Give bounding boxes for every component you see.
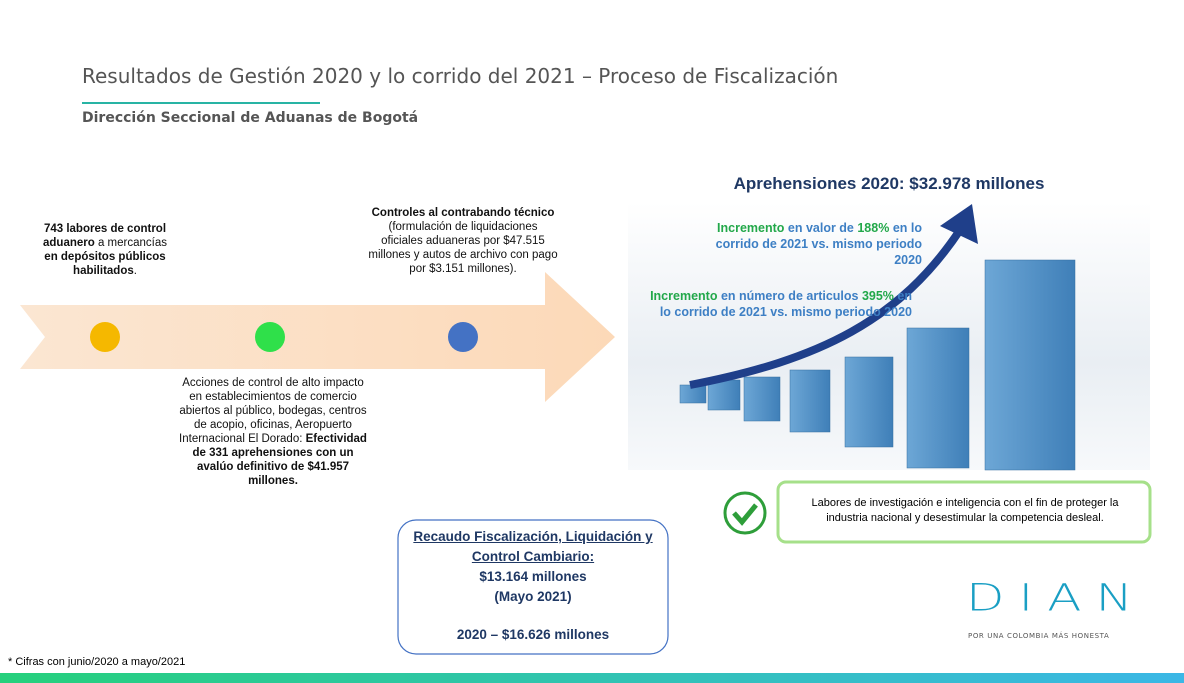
- investigation-text: Labores de investigación e inteligencia …: [790, 496, 1140, 526]
- text-run: Incremento: [717, 221, 784, 235]
- recaudo-line: 2020 – $16.626 millones: [410, 625, 656, 645]
- recaudo-text: Recaudo Fiscalización, Liquidación y Con…: [410, 527, 656, 645]
- check-icon: [725, 493, 765, 533]
- footnote: * Cifras con junio/2020 a mayo/2021: [8, 656, 185, 668]
- text-run: en número de articulos: [717, 289, 861, 303]
- callout: Incremento en valor de 188% en lo corrid…: [690, 220, 922, 268]
- logo-tagline: POR UNA COLOMBIA MÁS HONESTA: [968, 632, 1109, 640]
- recaudo-title: Recaudo Fiscalización, Liquidación y Con…: [410, 527, 656, 567]
- text-run: Controles al contrabando técnico: [372, 207, 555, 219]
- callout: Incremento en número de articulos 395% e…: [650, 288, 912, 320]
- text-run: a mercancías: [95, 237, 167, 249]
- text-run: 395%: [862, 289, 894, 303]
- recaudo-line: $13.164 millones: [410, 567, 656, 587]
- timeline-dot: [448, 322, 478, 352]
- timeline-dot: [255, 322, 285, 352]
- recaudo-line: (Mayo 2021): [410, 587, 656, 607]
- footer-bar: [0, 673, 1184, 683]
- timeline-text: 743 labores de control aduanero a mercan…: [40, 222, 170, 278]
- text-run: en depósitos públicos habilitados: [44, 251, 165, 277]
- slide: Resultados de Gestión 2020 y lo corrido …: [0, 0, 1184, 683]
- text-run: en valor de: [784, 221, 857, 235]
- logo: DIAN: [966, 576, 1147, 620]
- timeline-dot: [90, 322, 120, 352]
- timeline-text: Controles al contrabando técnico (formul…: [368, 206, 558, 276]
- text-run: (formulación de liquidaciones oficiales …: [368, 221, 557, 275]
- text-run: 188%: [857, 221, 889, 235]
- text-run: Incremento: [650, 289, 717, 303]
- text-run: .: [134, 265, 137, 277]
- aprehensiones-title: Aprehensiones 2020: $32.978 millones: [628, 174, 1150, 194]
- timeline-text: Acciones de control de alto impacto en e…: [178, 376, 368, 488]
